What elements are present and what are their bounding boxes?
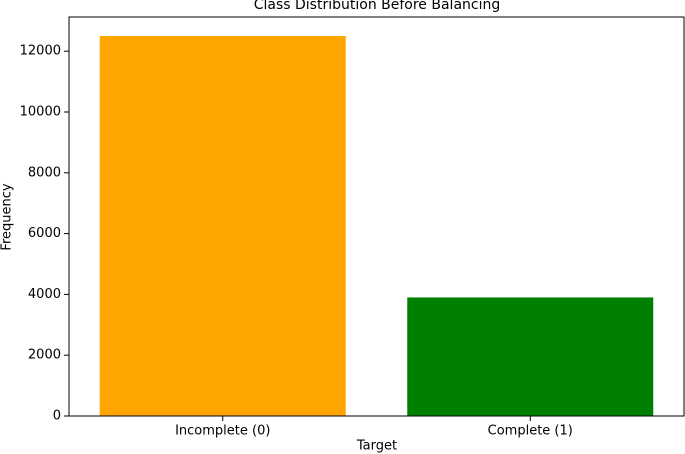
y-axis-label: Frequency: [0, 183, 15, 250]
y-tick-label: 6000: [28, 226, 61, 241]
y-tick-label: 4000: [28, 287, 61, 302]
y-tick-label: 12000: [20, 44, 61, 59]
bar: [407, 297, 654, 416]
y-tick-label: 8000: [28, 165, 61, 180]
y-tick-label: 2000: [28, 348, 61, 363]
x-axis-label: Target: [356, 439, 397, 454]
bar: [99, 36, 346, 416]
y-tick-label: 10000: [20, 105, 61, 120]
plot-frame: [68, 16, 685, 417]
x-tick-label: Complete (1): [488, 424, 573, 439]
x-tick-label: Incomplete (0): [175, 424, 270, 439]
chart-title: Class Distribution Before Balancing: [254, 0, 501, 13]
y-tick-label: 0: [53, 409, 61, 424]
